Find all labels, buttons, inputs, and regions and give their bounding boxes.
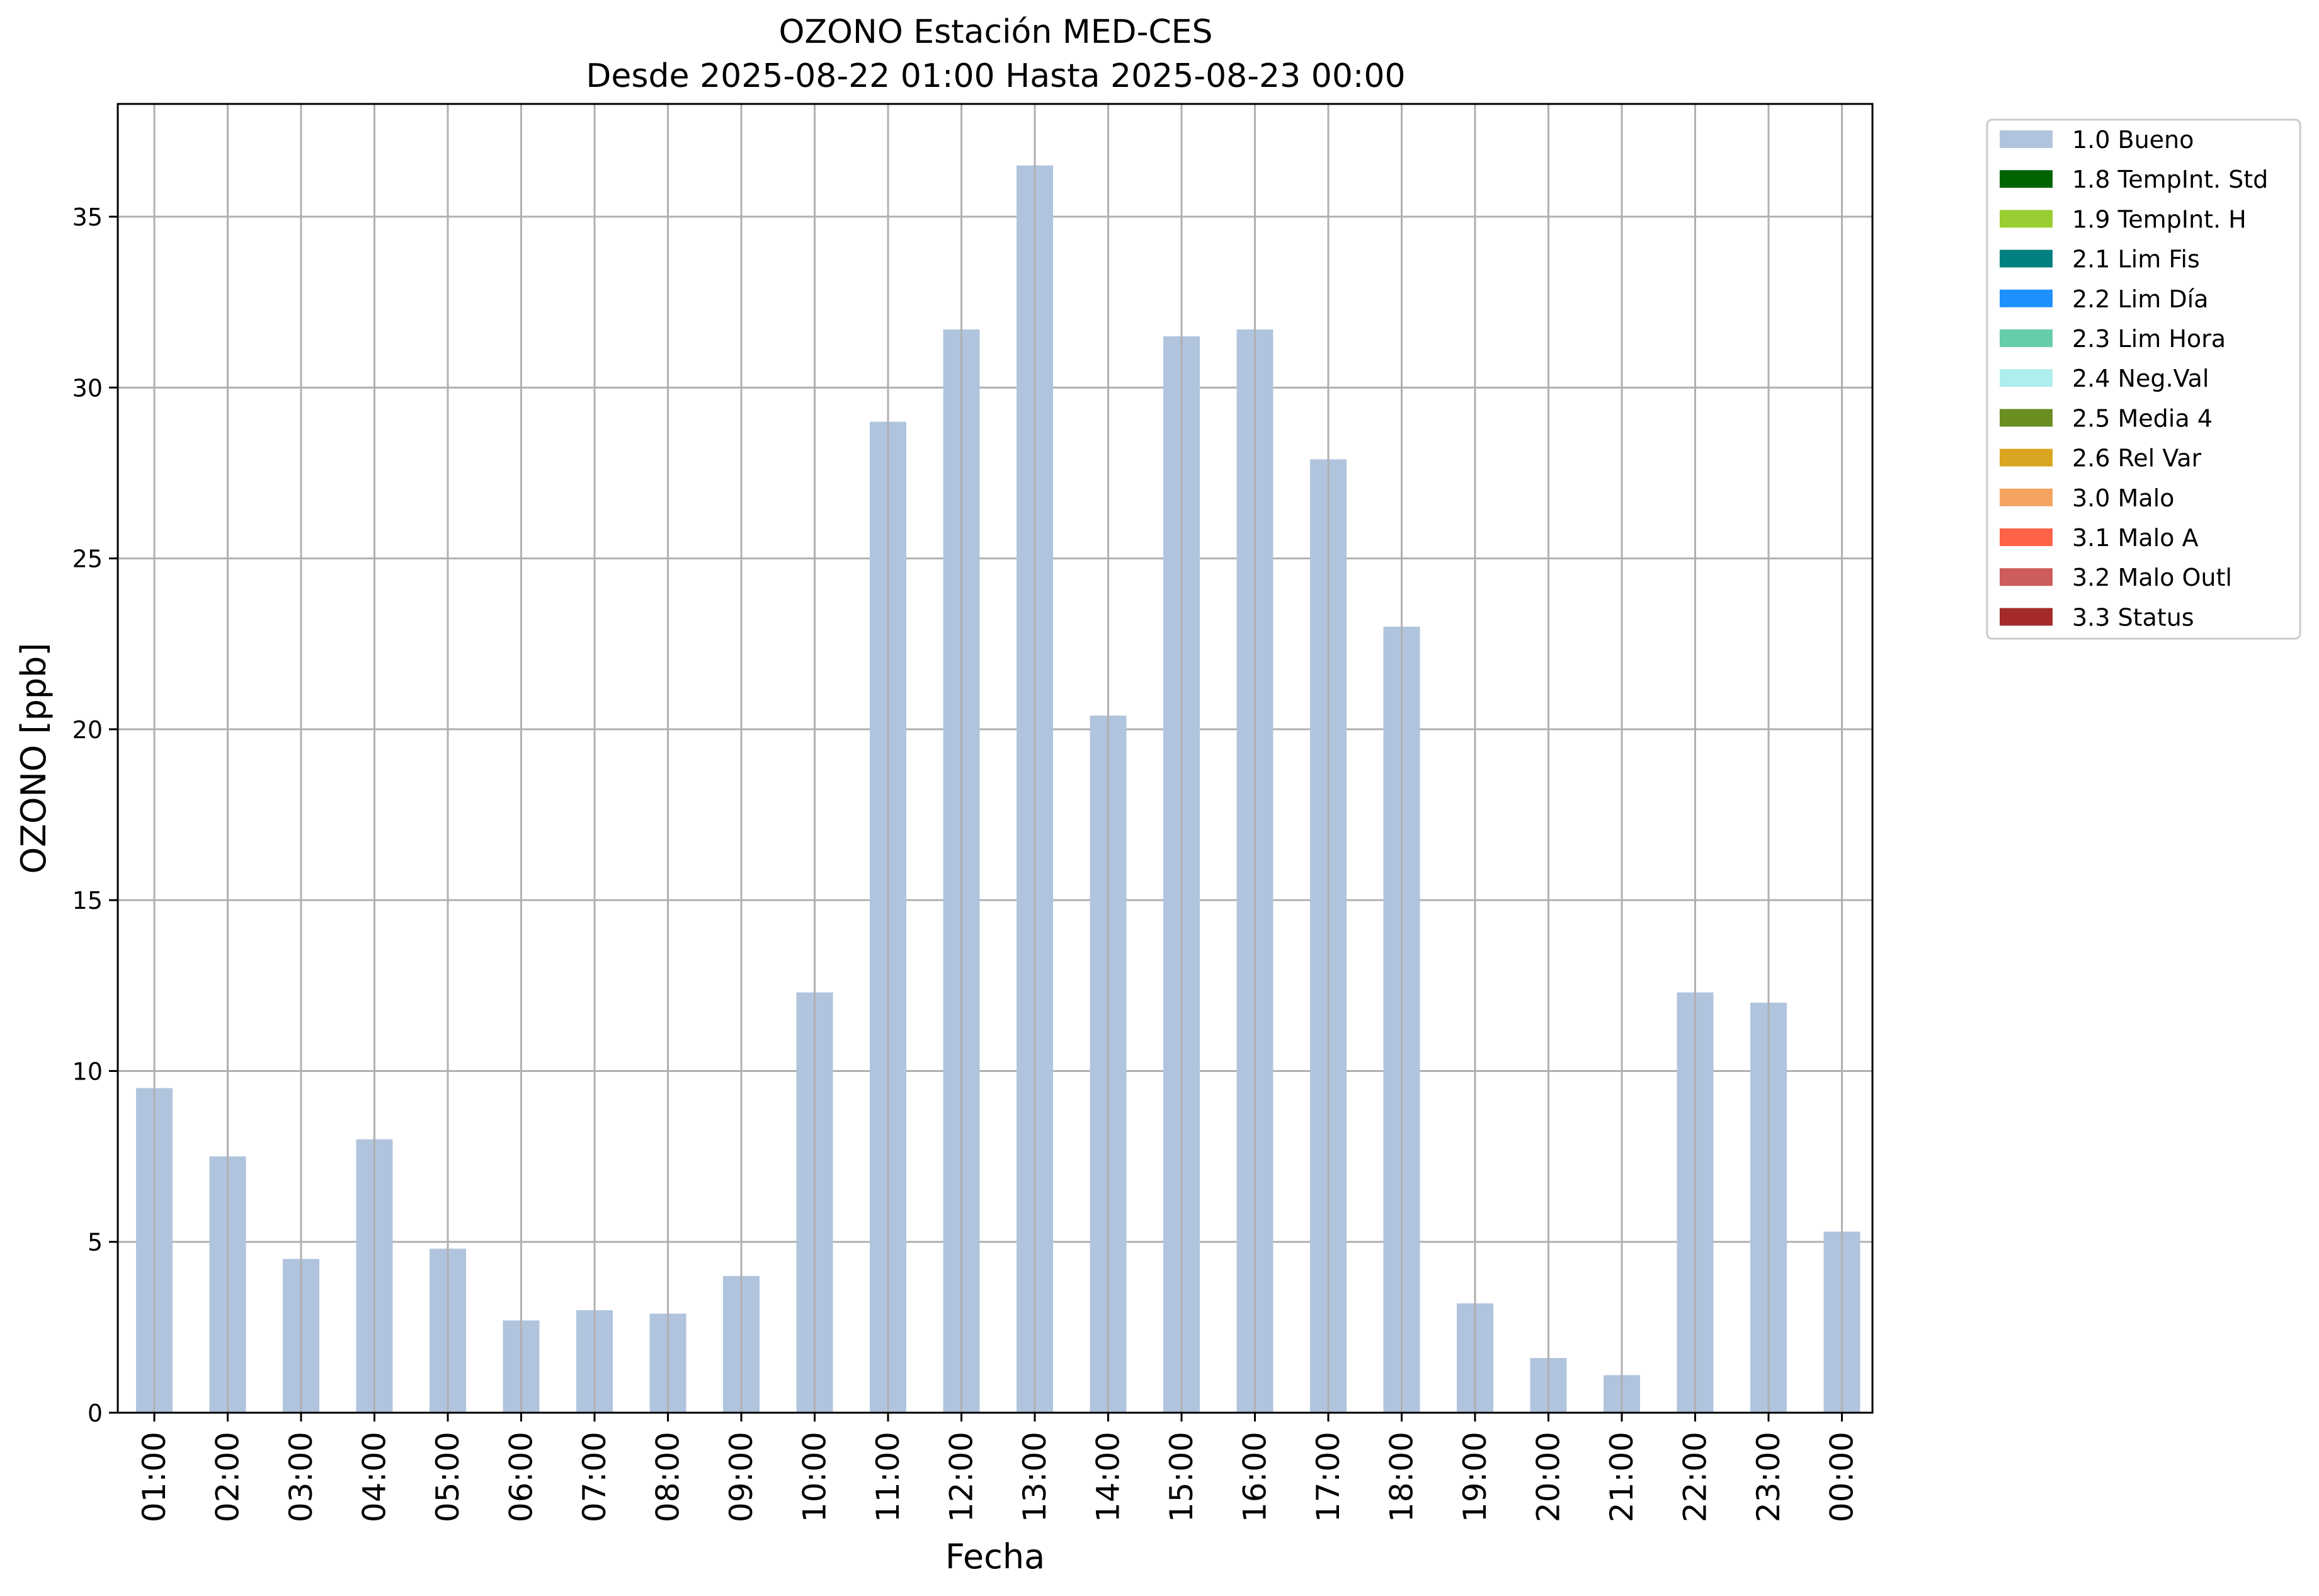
legend-swatch (2000, 249, 2053, 268)
legend-swatch (2000, 488, 2053, 506)
legend: 1.0 Bueno 1.8 TempInt. Std 1.9 TempInt. H 2… (1986, 118, 2301, 640)
legend-swatch (2000, 528, 2053, 546)
legend-label: 2.3 Lim Hora (2072, 325, 2226, 353)
y-tick-label: 5 (88, 1229, 103, 1257)
x-tick-label: 02:00 (210, 1432, 246, 1522)
y-tick-label: 10 (72, 1057, 103, 1085)
grid (118, 215, 1872, 1414)
x-axis: 01:00 02:00 03:00 04:00 05:00 06:00 07:00 08:00… (136, 1413, 1860, 1522)
legend-label: 2.2 Lim Día (2072, 285, 2208, 313)
x-tick-label: 06:00 (503, 1432, 540, 1522)
bars (136, 104, 1860, 1413)
x-tick-label: 00:00 (1824, 1432, 1860, 1522)
x-tick-label: 03:00 (283, 1432, 319, 1522)
legend-label: 2.5 Media 4 (2072, 404, 2213, 432)
chart-subtitle: Desde 2025-08-22 01:00 Hasta 2025-08-23 … (586, 57, 1405, 95)
x-tick-label: 14:00 (1090, 1432, 1127, 1522)
x-tick-label: 05:00 (430, 1432, 466, 1522)
x-tick-label: 01:00 (136, 1432, 173, 1522)
x-tick-label: 21:00 (1604, 1432, 1640, 1522)
legend-label: 1.9 TempInt. H (2072, 205, 2247, 233)
x-tick-label: 20:00 (1530, 1432, 1567, 1522)
y-axis: 0 5 10 15 20 25 30 35 (72, 203, 118, 1427)
x-tick-label: 09:00 (723, 1432, 760, 1522)
x-axis-label: Fecha (945, 1537, 1045, 1576)
legend-label: 3.3 Status (2072, 603, 2194, 631)
y-tick-label: 35 (72, 203, 103, 231)
legend-swatch (2000, 329, 2053, 347)
legend-label: 2.1 Lim Fis (2072, 246, 2200, 273)
x-tick-label: 16:00 (1237, 1432, 1273, 1522)
x-tick-label: 15:00 (1163, 1432, 1200, 1522)
legend-swatch (2000, 608, 2053, 626)
legend-label: 3.2 Malo Outl (2072, 564, 2232, 591)
y-tick-label: 0 (88, 1399, 103, 1427)
legend-label: 1.8 TempInt. Std (2072, 166, 2268, 193)
legend-label: 2.4 Neg.Val (2072, 365, 2209, 392)
x-tick-label: 11:00 (870, 1432, 906, 1522)
x-tick-label: 19:00 (1457, 1432, 1493, 1522)
legend-label: 2.6 Rel Var (2072, 445, 2202, 472)
legend-swatch (2000, 369, 2053, 387)
legend-swatch (2000, 409, 2053, 427)
legend-label: 1.0 Bueno (2072, 126, 2194, 154)
x-tick-label: 07:00 (576, 1432, 613, 1522)
legend-swatch (2000, 568, 2053, 586)
chart-title: OZONO Estación MED-CES (778, 13, 1212, 51)
x-tick-label: 12:00 (943, 1432, 980, 1522)
legend-label: 3.0 Malo (2072, 484, 2174, 512)
y-tick-label: 15 (72, 887, 103, 915)
x-tick-label: 18:00 (1384, 1432, 1420, 1522)
legend-swatch (2000, 210, 2053, 228)
legend-label: 3.1 Malo A (2072, 524, 2198, 552)
x-tick-label: 04:00 (356, 1432, 393, 1522)
y-axis-label: OZONO [ppb] (14, 642, 54, 874)
x-tick-label: 22:00 (1677, 1432, 1714, 1522)
legend-swatch (2000, 170, 2053, 188)
y-tick-label: 25 (72, 545, 103, 573)
legend-swatch (2000, 289, 2053, 307)
x-tick-label: 13:00 (1017, 1432, 1053, 1522)
x-tick-label: 10:00 (797, 1432, 833, 1522)
x-tick-label: 23:00 (1750, 1432, 1787, 1522)
x-tick-label: 08:00 (650, 1432, 687, 1522)
legend-frame (1986, 118, 2301, 640)
plot-frame (117, 103, 1874, 1414)
legend-swatch (2000, 448, 2053, 467)
legend-swatch (2000, 130, 2053, 148)
y-tick-label: 20 (72, 716, 103, 744)
x-tick-label: 17:00 (1310, 1432, 1347, 1522)
y-tick-label: 30 (72, 374, 103, 402)
